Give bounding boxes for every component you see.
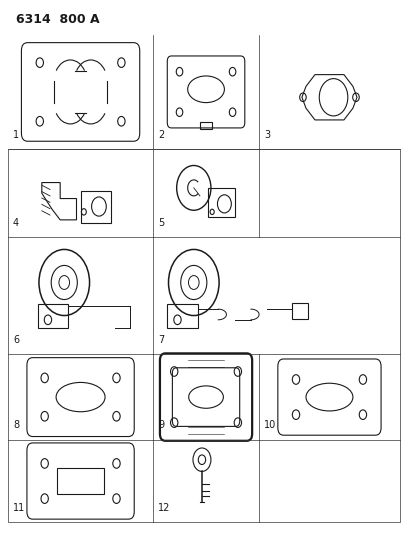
Bar (57, 468, 104, 495)
Bar (8, 149, 400, 522)
Bar (200, 122, 212, 129)
Text: 11: 11 (13, 503, 25, 513)
Text: 12: 12 (158, 503, 170, 513)
Text: 2: 2 (158, 130, 164, 140)
Text: 4: 4 (13, 217, 19, 228)
Text: 3: 3 (264, 130, 270, 140)
Text: 6: 6 (13, 335, 19, 345)
Text: 7: 7 (158, 335, 164, 345)
Text: 9: 9 (158, 420, 164, 430)
Bar (292, 303, 308, 319)
Text: 6314  800 A: 6314 800 A (16, 13, 100, 26)
Text: 5: 5 (158, 217, 164, 228)
Text: 8: 8 (13, 420, 19, 430)
Bar (80, 191, 111, 223)
Text: 10: 10 (264, 420, 276, 430)
Bar (208, 188, 235, 217)
Text: 1: 1 (13, 130, 19, 140)
